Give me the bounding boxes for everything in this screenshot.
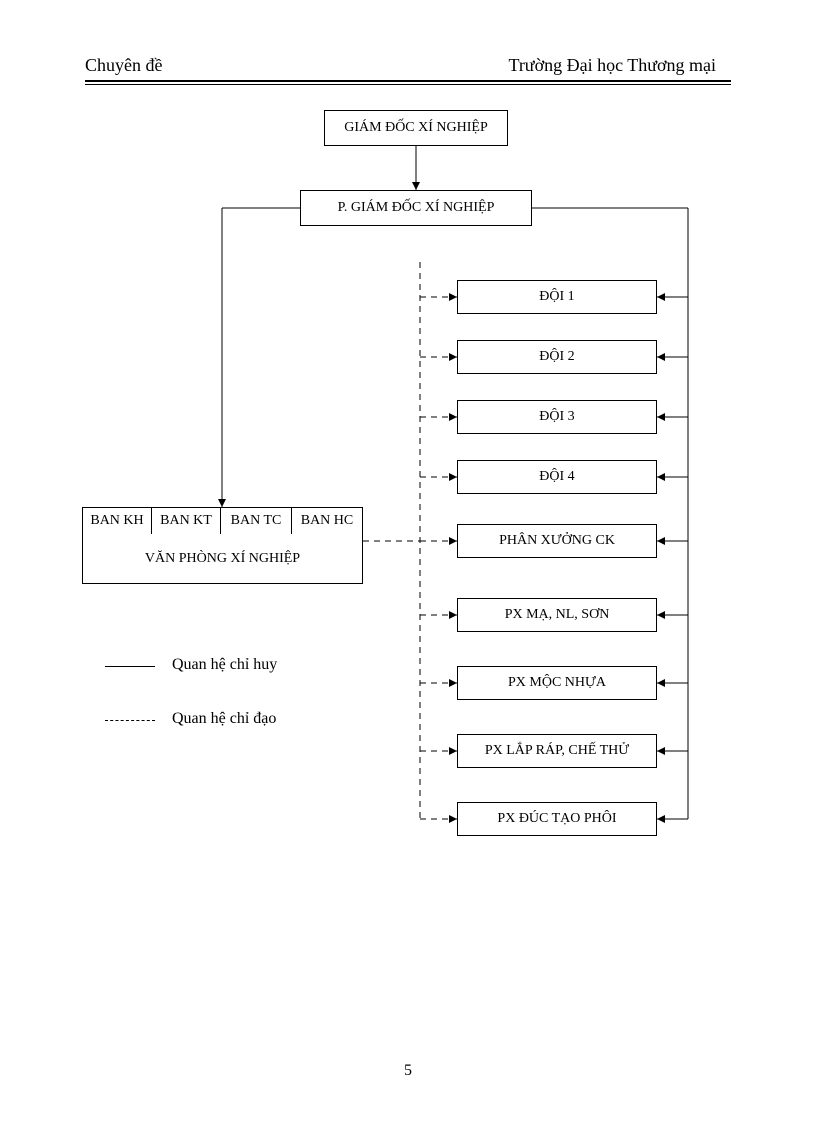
office-cell: BAN KH	[82, 507, 152, 535]
legend-dashed-line	[105, 720, 155, 721]
node-label: ĐỘI 3	[539, 409, 574, 425]
node-unit: ĐỘI 4	[457, 460, 657, 494]
node-label: ĐỘI 2	[539, 349, 574, 365]
node-unit: ĐỘI 2	[457, 340, 657, 374]
node-unit: ĐỘI 3	[457, 400, 657, 434]
header-rule-bottom	[85, 84, 731, 85]
page: Chuyên đề Trường Đại học Thương mại GIÁM…	[0, 0, 816, 1123]
office-cell: BAN KT	[151, 507, 221, 535]
legend-solid-label: Quan hệ chỉ huy	[172, 656, 277, 674]
page-number: 5	[0, 1062, 816, 1080]
node-label: PHÂN XƯỞNG CK	[499, 533, 615, 549]
node-label: VĂN PHÒNG XÍ NGHIỆP	[145, 551, 300, 567]
node-director: GIÁM ĐỐC XÍ NGHIỆP	[324, 110, 508, 146]
node-unit: PX MỘC NHỰA	[457, 666, 657, 700]
header-left: Chuyên đề	[85, 55, 162, 76]
legend-dashed-label: Quan hệ chỉ đạo	[172, 710, 276, 728]
office-cell: BAN TC	[220, 507, 292, 535]
node-label: ĐỘI 4	[539, 469, 574, 485]
header-right: Trường Đại học Thương mại	[508, 55, 716, 76]
office-cell: BAN HC	[291, 507, 363, 535]
node-unit: PX MẠ, NL, SƠN	[457, 598, 657, 632]
node-unit: PX LẮP RÁP, CHẾ THỬ	[457, 734, 657, 768]
node-label: ĐỘI 1	[539, 289, 574, 305]
node-unit: PX ĐÚC TẠO PHÔI	[457, 802, 657, 836]
node-office-title: VĂN PHÒNG XÍ NGHIỆP	[82, 534, 363, 584]
legend-solid-line	[105, 666, 155, 667]
node-unit: PHÂN XƯỞNG CK	[457, 524, 657, 558]
node-label: PX MẠ, NL, SƠN	[505, 607, 610, 623]
node-unit: ĐỘI 1	[457, 280, 657, 314]
node-label: GIÁM ĐỐC XÍ NGHIỆP	[344, 120, 488, 136]
node-vice-director: P. GIÁM ĐỐC XÍ NGHIỆP	[300, 190, 532, 226]
node-label: P. GIÁM ĐỐC XÍ NGHIỆP	[338, 200, 495, 216]
header-rule-top	[85, 80, 731, 82]
node-label: PX LẮP RÁP, CHẾ THỬ	[485, 743, 629, 759]
node-label: PX ĐÚC TẠO PHÔI	[497, 811, 616, 827]
node-label: PX MỘC NHỰA	[508, 675, 606, 691]
